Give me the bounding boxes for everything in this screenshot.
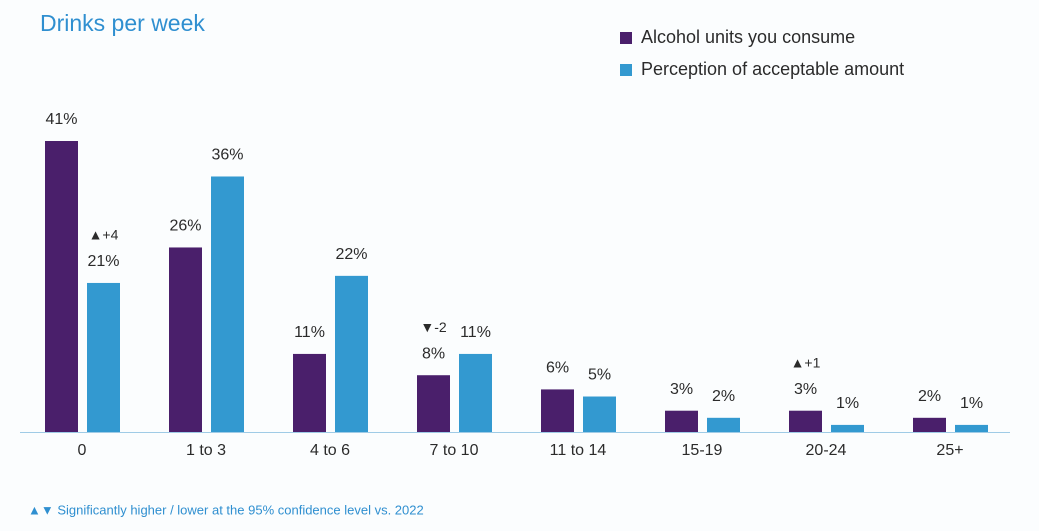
value-label: 8% bbox=[422, 345, 445, 362]
annotation: ▲+4 bbox=[89, 227, 119, 243]
bar bbox=[541, 389, 574, 432]
value-label: 3% bbox=[670, 381, 693, 398]
value-label: 6% bbox=[546, 360, 569, 377]
legend-label: Alcohol units you consume bbox=[641, 27, 855, 47]
bar bbox=[293, 353, 326, 432]
chart-title: Drinks per week bbox=[40, 10, 205, 36]
bar bbox=[417, 375, 450, 432]
value-label: 36% bbox=[211, 147, 243, 164]
x-tick-label: 11 to 14 bbox=[550, 442, 607, 459]
legend-swatch bbox=[620, 32, 632, 44]
x-tick-label: 1 to 3 bbox=[186, 442, 226, 459]
bar bbox=[335, 275, 368, 432]
bar bbox=[913, 417, 946, 432]
value-label: 22% bbox=[335, 246, 367, 263]
value-label: 3% bbox=[794, 381, 817, 398]
value-label: 11% bbox=[460, 324, 491, 341]
bar bbox=[169, 247, 202, 432]
footnote: ▲▼ Significantly higher / lower at the 9… bbox=[28, 502, 424, 517]
bar bbox=[707, 417, 740, 432]
x-tick-label: 0 bbox=[78, 442, 87, 459]
value-label: 1% bbox=[960, 395, 983, 412]
bar bbox=[211, 176, 244, 432]
annotation: ▼-2 bbox=[420, 319, 447, 335]
value-label: 21% bbox=[87, 253, 119, 270]
legend-swatch bbox=[620, 64, 632, 76]
x-tick-label: 7 to 10 bbox=[430, 442, 479, 459]
x-tick-label: 25+ bbox=[936, 442, 963, 459]
value-label: 1% bbox=[836, 395, 859, 412]
x-tick-label: 4 to 6 bbox=[310, 442, 350, 459]
value-label: 26% bbox=[169, 218, 201, 235]
bar bbox=[45, 141, 78, 432]
value-label: 11% bbox=[294, 324, 325, 341]
bar bbox=[459, 353, 492, 432]
value-label: 2% bbox=[712, 388, 735, 405]
bar bbox=[665, 410, 698, 432]
annotation: ▲+1 bbox=[791, 354, 821, 370]
value-label: 5% bbox=[588, 367, 611, 384]
value-label: 41% bbox=[45, 111, 77, 128]
x-tick-label: 20-24 bbox=[806, 442, 847, 459]
bar bbox=[831, 424, 864, 432]
bar bbox=[955, 424, 988, 432]
bar bbox=[789, 410, 822, 432]
value-label: 2% bbox=[918, 388, 941, 405]
bar bbox=[583, 396, 616, 432]
legend-label: Perception of acceptable amount bbox=[641, 59, 904, 79]
bar bbox=[87, 282, 120, 432]
x-tick-label: 15-19 bbox=[682, 442, 723, 459]
